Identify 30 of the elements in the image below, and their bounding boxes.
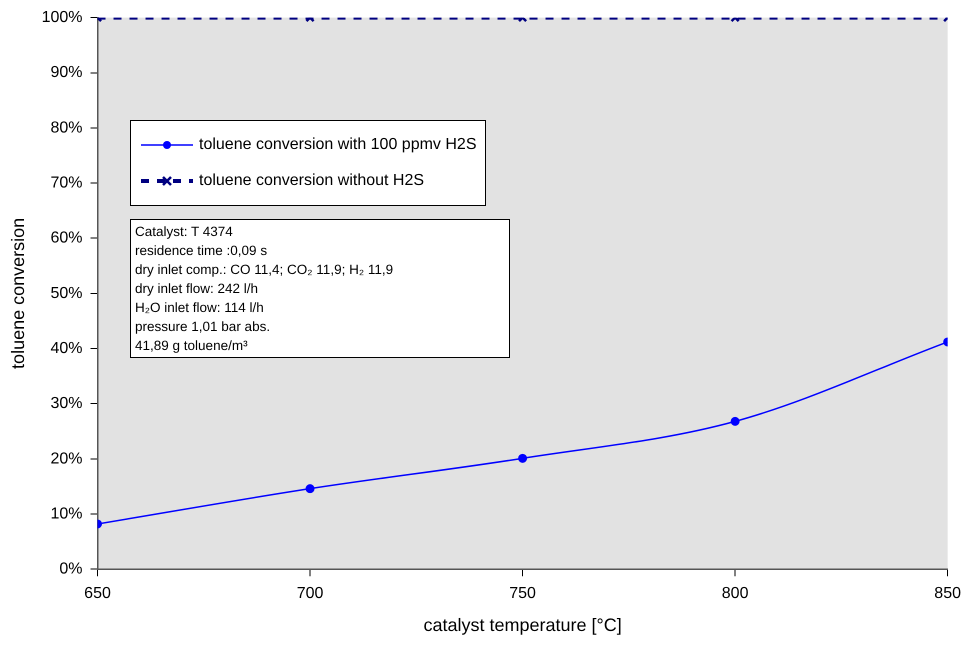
x-tick-label: 750 xyxy=(509,585,536,602)
x-tick-label: 650 xyxy=(84,585,111,602)
annotation: pressure 1,01 bar abs. xyxy=(135,318,272,336)
x-tick-label: 850 xyxy=(934,585,962,602)
y-tick-label: 80% xyxy=(50,119,83,136)
y-tick-label: 50% xyxy=(50,284,83,302)
legend-label: toluene conversion with 100 ppmv H2S xyxy=(199,136,476,154)
y-tick-label: 30% xyxy=(50,395,83,412)
annotation: dry inlet comp.: CO 11,4; CO₂ 11,9; H₂ 11,9 xyxy=(135,261,394,279)
x-tick-label: 800 xyxy=(722,585,749,602)
x-axis-title: catalyst temperature [°C] xyxy=(423,615,622,636)
y-tick-label: 70% xyxy=(50,174,83,192)
point xyxy=(730,416,740,426)
point xyxy=(518,454,528,463)
annotation: dry inlet flow: 242 l/h xyxy=(135,280,260,298)
point xyxy=(306,484,315,494)
annotation: residence time :0,09 s xyxy=(135,242,268,260)
y-axis-title: toluene conversion xyxy=(8,218,28,369)
y-tick-label: 0% xyxy=(59,560,83,578)
y-tick-label: 100% xyxy=(42,9,83,26)
x-tick-label: 700 xyxy=(296,585,324,602)
y-tick-label: 40% xyxy=(50,340,83,357)
annotation: Catalyst: T 4374 xyxy=(135,223,234,241)
y-tick-label: 60% xyxy=(50,230,83,247)
legend-label: toluene conversion without H2S xyxy=(199,172,424,190)
y-tick-label: 90% xyxy=(50,64,83,82)
annotation: H₂O inlet flow: 114 l/h xyxy=(135,299,265,317)
annotation: 41,89 g toluene/m³ xyxy=(135,337,249,355)
y-tick-label: 20% xyxy=(50,450,83,468)
y-tick-label: 10% xyxy=(50,505,83,522)
